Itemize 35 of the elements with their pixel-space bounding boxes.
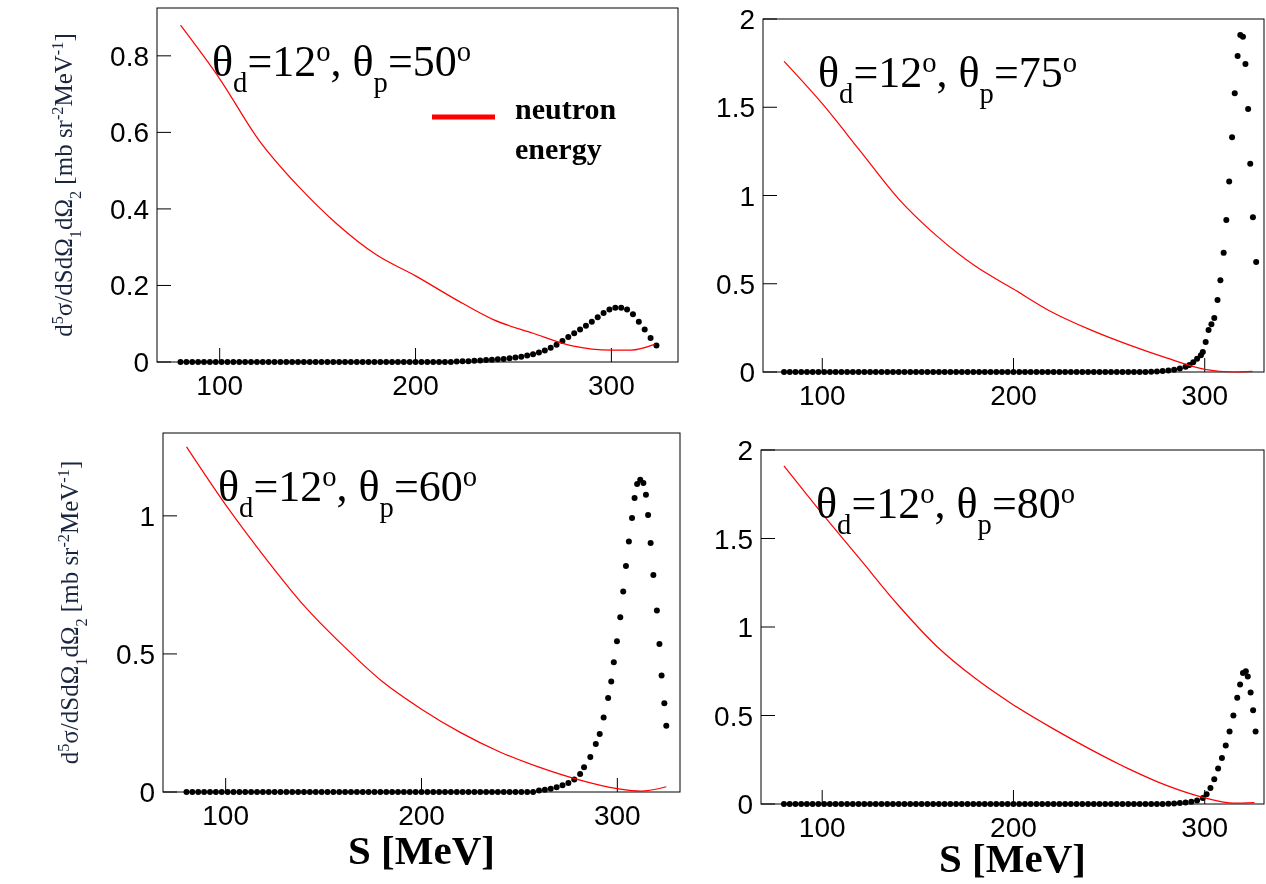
y-tick-label: 1.5 <box>716 92 755 124</box>
x-tick-label: 200 <box>990 380 1037 411</box>
y-tick-label: 0 <box>133 347 149 378</box>
y-tick-label: 0.6 <box>110 117 149 149</box>
x-tick-label: 100 <box>798 812 846 843</box>
y-tick-label: 0.2 <box>110 270 149 302</box>
text: θ$_{d}$=12$^{o}$, θ$_{p}$=80$^{o}$ <box>816 477 1075 540</box>
y-tick-label: 0 <box>739 357 755 388</box>
text: θ$_{d}$=12$^{o}$, θ$_{p}$=50$^{o}$ <box>212 35 471 98</box>
x-tick-label: 100 <box>196 370 244 401</box>
x-tick-label: 200 <box>392 370 439 401</box>
y-tick-label: 1.5 <box>714 523 753 555</box>
y-tick-label: 1 <box>737 612 753 643</box>
y-tick-label: 2 <box>739 4 755 35</box>
y-tick-label: 0.5 <box>116 638 155 670</box>
x-tick-label: 300 <box>1181 380 1229 411</box>
legend-label: neutron energy <box>515 92 617 165</box>
y-tick-label: 2 <box>737 435 753 466</box>
y-tick-label: 1 <box>139 500 155 532</box>
x-tick-label: 300 <box>1181 812 1229 843</box>
y-tick-label: 0.8 <box>110 40 149 72</box>
y-tick-label: 0 <box>737 789 753 820</box>
x-tick-label: 100 <box>202 800 250 831</box>
x-tick-label: 100 <box>798 380 846 411</box>
x-tick-label: 300 <box>593 800 641 831</box>
y-tick-label: 1 <box>739 180 755 212</box>
text: θ$_{d}$=12$^{o}$, θ$_{p}$=60$^{o}$ <box>218 460 477 523</box>
y-tick-label: 0.5 <box>714 700 753 732</box>
x-tick-label: 200 <box>990 812 1037 843</box>
x-tick-label: 300 <box>588 370 635 401</box>
y-tick-label: 0 <box>139 777 155 808</box>
y-tick-label: 0.5 <box>716 268 755 300</box>
text: θ$_{d}$=12$^{o}$, θ$_{p}$=75$^{o}$ <box>818 46 1077 109</box>
y-tick-label: 0.4 <box>110 193 149 225</box>
line-series <box>783 465 1256 804</box>
